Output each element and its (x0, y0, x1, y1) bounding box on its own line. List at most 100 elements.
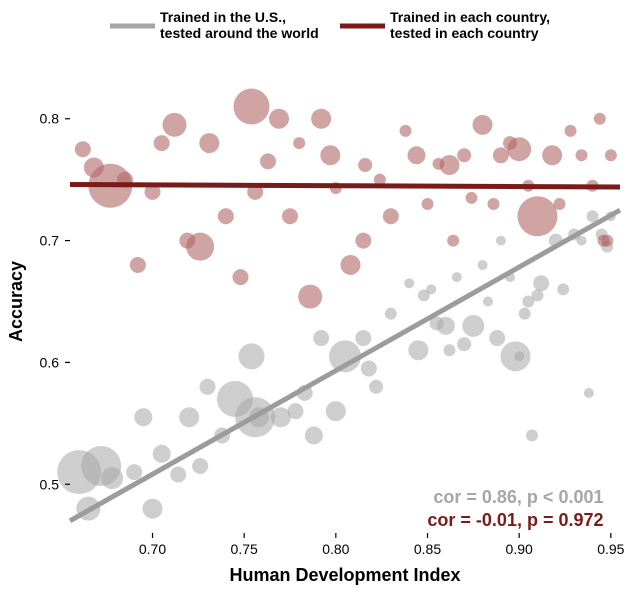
data-point (447, 235, 459, 247)
trend-line (70, 185, 620, 187)
data-point (234, 89, 270, 125)
data-point (601, 235, 613, 247)
data-point (462, 315, 484, 337)
data-point (154, 135, 170, 151)
data-point (192, 458, 208, 474)
data-point (457, 337, 471, 351)
data-point (130, 257, 146, 273)
data-point (186, 233, 214, 261)
series-us-trained (57, 210, 616, 520)
data-point (489, 330, 505, 346)
data-point (565, 125, 577, 137)
data-point (361, 361, 377, 377)
data-point (75, 141, 91, 157)
data-point (320, 145, 340, 165)
data-point (557, 283, 569, 295)
data-point (179, 407, 199, 427)
legend-label: tested around the world (160, 25, 319, 41)
legend: Trained in the U.S.,tested around the wo… (110, 9, 550, 41)
data-point (473, 115, 493, 135)
data-point (269, 109, 289, 129)
data-point (355, 233, 371, 249)
data-point (532, 289, 544, 301)
data-point (326, 401, 346, 421)
data-point (400, 125, 412, 137)
data-point (163, 113, 187, 137)
correlation-annotation: cor = -0.01, p = 0.972 (427, 510, 603, 530)
data-point (466, 192, 478, 204)
data-point (526, 430, 538, 442)
data-point (200, 379, 216, 395)
data-point (385, 308, 397, 320)
x-tick-label: 0.95 (597, 541, 624, 557)
correlation-annotation: cor = 0.86, p < 0.001 (433, 487, 603, 507)
y-axis-label: Accuracy (6, 261, 26, 342)
data-point (369, 380, 383, 394)
y-tick-label: 0.6 (40, 354, 60, 370)
x-axis-label: Human Development Index (229, 565, 460, 585)
data-point (576, 149, 588, 161)
data-point (218, 208, 234, 224)
data-point (519, 308, 531, 320)
data-point (594, 113, 606, 125)
data-point (260, 153, 276, 169)
data-point (233, 269, 249, 285)
data-point (313, 330, 329, 346)
data-point (311, 109, 331, 129)
data-point (533, 275, 549, 291)
data-point (514, 351, 524, 361)
y-tick-label: 0.5 (40, 476, 60, 492)
data-point (426, 284, 436, 294)
data-point (437, 317, 455, 335)
x-tick-label: 0.70 (139, 541, 166, 557)
data-point (293, 137, 305, 149)
series-country-trained (75, 89, 617, 309)
data-point (488, 198, 500, 210)
x-tick-label: 0.80 (322, 541, 349, 557)
data-point (143, 499, 163, 519)
data-point (605, 149, 617, 161)
data-point (584, 388, 594, 398)
data-point (408, 146, 426, 164)
data-point (341, 255, 361, 275)
data-point (134, 408, 152, 426)
data-point (358, 158, 372, 172)
y-tick-label: 0.8 (40, 111, 60, 127)
y-tick-label: 0.7 (40, 233, 60, 249)
data-point (452, 272, 462, 282)
data-point (239, 343, 265, 369)
data-point (126, 464, 142, 480)
data-point (457, 148, 471, 162)
data-point (478, 260, 488, 270)
x-tick-label: 0.90 (506, 541, 533, 557)
x-tick-label: 0.85 (414, 541, 441, 557)
data-point (408, 340, 428, 360)
data-point (199, 133, 219, 153)
data-point (577, 236, 587, 246)
legend-label: Trained in each country, (390, 9, 550, 25)
data-point (282, 208, 298, 224)
legend-label: Trained in the U.S., (160, 9, 286, 25)
data-point (355, 330, 371, 346)
data-point (305, 427, 323, 445)
data-point (101, 467, 123, 489)
data-point (383, 208, 399, 224)
data-point (298, 285, 322, 309)
data-point (507, 137, 531, 161)
data-point (542, 145, 562, 165)
data-point (483, 297, 493, 307)
x-tick-label: 0.75 (231, 541, 258, 557)
data-point (440, 155, 460, 175)
data-point (170, 467, 186, 483)
data-point (422, 198, 434, 210)
data-point (554, 198, 566, 210)
data-point (493, 147, 509, 163)
data-point (288, 403, 304, 419)
data-point (518, 196, 558, 236)
data-point (404, 278, 414, 288)
data-point (496, 236, 506, 246)
legend-label: tested in each country (390, 25, 539, 41)
data-point (444, 344, 456, 356)
data-point (153, 445, 171, 463)
scatter-chart: Trained in the U.S.,tested around the wo… (0, 0, 640, 593)
